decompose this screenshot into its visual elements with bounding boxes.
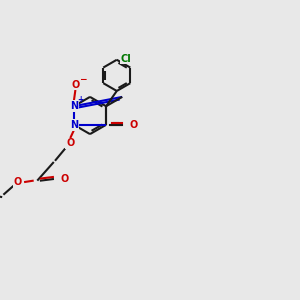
Text: O: O (71, 80, 80, 90)
Text: +: + (77, 95, 84, 104)
Text: Cl: Cl (120, 54, 131, 64)
Text: O: O (14, 177, 22, 187)
Text: −: − (79, 75, 86, 84)
Text: O: O (60, 174, 68, 184)
Text: N: N (70, 101, 78, 111)
Text: O: O (66, 138, 74, 148)
Text: O: O (130, 120, 138, 130)
Text: N: N (70, 120, 78, 130)
